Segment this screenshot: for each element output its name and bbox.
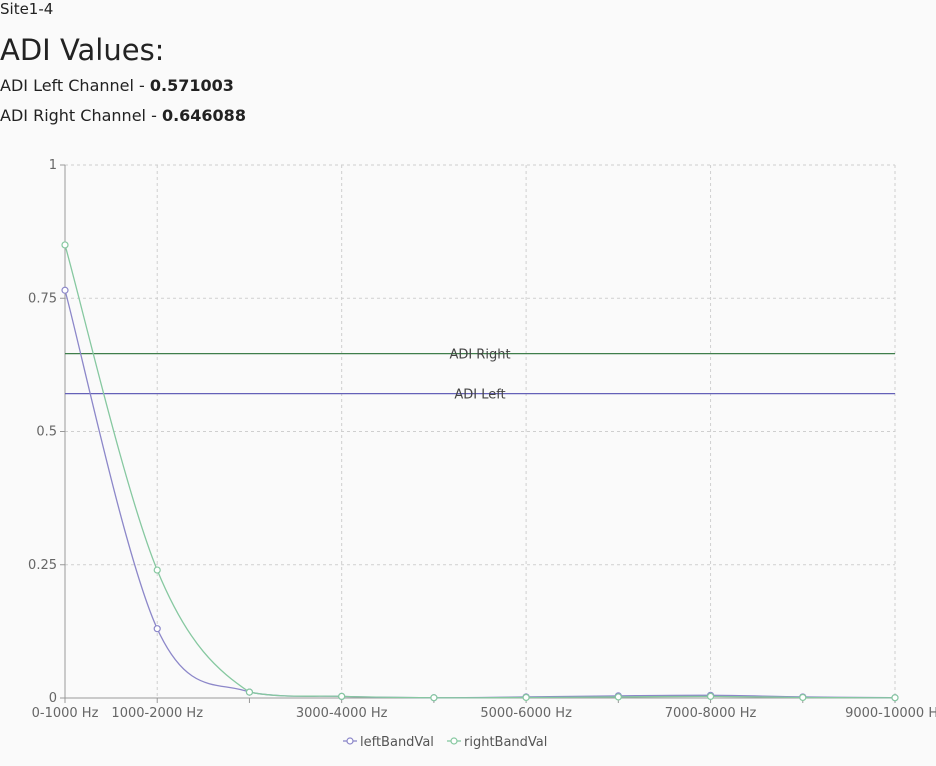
data-point-rightBandVal xyxy=(245,688,254,696)
adi-right-value: 0.646088 xyxy=(161,106,246,125)
data-point-leftBandVal xyxy=(153,625,161,633)
x-tick-label: 9000-10000 Hz xyxy=(845,706,936,721)
adi-left-value: 0.571003 xyxy=(149,76,234,95)
data-point-rightBandVal xyxy=(61,241,69,249)
data-point-rightBandVal xyxy=(706,692,715,701)
data-point-rightBandVal xyxy=(430,694,438,702)
site-title: Site1-4 xyxy=(0,0,54,18)
data-point-rightBandVal xyxy=(522,693,530,702)
data-point-leftBandVal xyxy=(61,286,69,294)
adi-left-separator: - xyxy=(133,76,150,95)
reference-line-label: ADI Right xyxy=(449,348,510,363)
y-tick-label: 1 xyxy=(49,158,57,173)
data-point-rightBandVal xyxy=(338,692,346,701)
adi-left-line: ADI Left Channel - 0.571003 xyxy=(0,76,234,95)
data-point-rightBandVal xyxy=(614,693,622,701)
adi-right-line: ADI Right Channel - 0.646088 xyxy=(0,106,246,125)
y-tick-label: 0.5 xyxy=(36,425,57,440)
data-point-rightBandVal xyxy=(153,566,161,574)
legend-label: leftBandVal xyxy=(360,735,434,750)
legend-swatch-marker xyxy=(346,737,354,745)
adi-band-chart: 0 0.25 0.5 0.75 1 0-1000 Hz 1000-2000 Hz 3000-4… xyxy=(28,158,936,750)
x-tick-label: 5000-6000 Hz xyxy=(480,706,572,721)
x-tick-label: 3000-4000 Hz xyxy=(296,706,388,721)
x-tick-label: 1000-2000 Hz xyxy=(111,706,203,721)
adi-right-label: ADI Right Channel xyxy=(0,106,146,125)
page-title: ADI Values: xyxy=(0,33,165,67)
y-tick-label: 0.75 xyxy=(28,291,57,306)
y-tick-label: 0 xyxy=(49,691,57,706)
data-point-rightBandVal xyxy=(799,693,807,702)
legend-swatch-marker xyxy=(450,737,458,745)
reference-line-label: ADI Left xyxy=(454,388,505,403)
x-tick-label: 0-1000 Hz xyxy=(32,706,99,721)
x-tick-label: 7000-8000 Hz xyxy=(665,706,757,721)
legend-label: rightBandVal xyxy=(464,735,547,750)
adi-right-separator: - xyxy=(145,106,162,125)
series-line-rightBandVal xyxy=(64,244,896,699)
y-tick-label: 0.25 xyxy=(28,558,57,573)
adi-left-label: ADI Left Channel xyxy=(0,76,134,95)
data-point-rightBandVal xyxy=(891,694,899,702)
